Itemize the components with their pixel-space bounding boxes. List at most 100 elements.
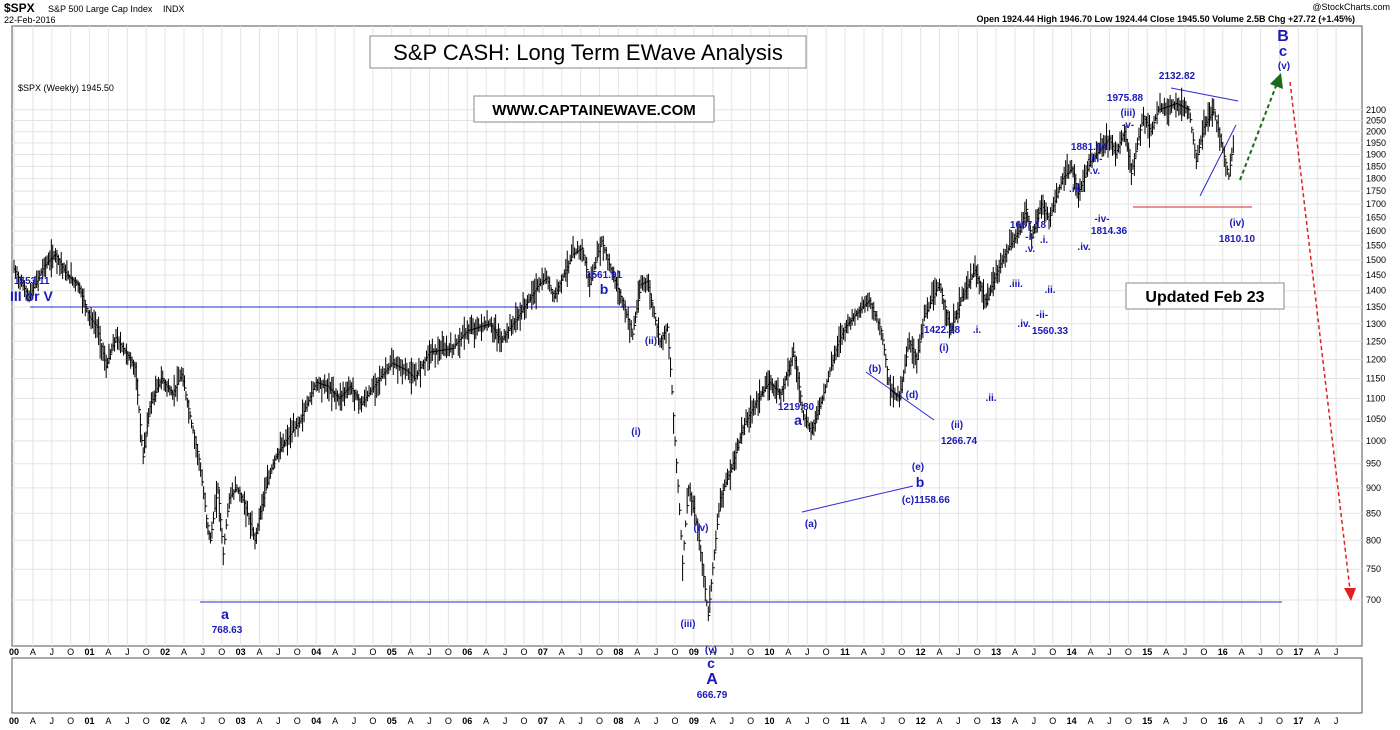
x-tick-label-lower: A: [181, 716, 187, 726]
volume-plot-frame: [11, 657, 1363, 714]
wave-labels: 1553.11 III or V 1561.91 b (ii) (i) a 76…: [10, 28, 1290, 701]
wave-label-2013-i-mid: .i.: [1040, 235, 1049, 246]
x-tick-label: J: [125, 647, 130, 657]
x-tick-label: A: [1239, 647, 1245, 657]
x-tick-label: J: [881, 647, 886, 657]
x-tick-label: 06: [462, 647, 472, 657]
wave-label-2013-value: 1687.18: [1010, 220, 1047, 231]
y-tick-label: 850: [1366, 508, 1381, 518]
wave-label-tri-a: (a): [805, 519, 817, 530]
wave-label-2013-iv: .iv.: [1017, 319, 1030, 330]
wave-label-top-left-roman: III or V: [10, 288, 53, 304]
x-tick-label-lower: 15: [1142, 716, 1152, 726]
x-tick-label-lower: J: [503, 716, 508, 726]
x-tick-label: 05: [387, 647, 397, 657]
y-tick-label: 1900: [1366, 149, 1386, 159]
x-tick-label-lower: A: [710, 716, 716, 726]
x-tick-label: O: [294, 647, 301, 657]
wave-label-2009-v: (v): [705, 645, 717, 656]
x-tick-label: J: [352, 647, 357, 657]
wave-label-2012-low-value: 1266.74: [941, 436, 978, 447]
wave-label-2014-value: 1881.94: [1071, 142, 1108, 153]
wave-label-2013-low-value: 1560.33: [1032, 326, 1069, 337]
x-tick-label-lower: 10: [764, 716, 774, 726]
x-tick-label-lower: O: [747, 716, 754, 726]
y-tick-label: 1450: [1366, 270, 1386, 280]
projection-down-arrow: [1289, 81, 1351, 591]
url-banner: WWW.CAPTAINEWAVE.COM: [492, 102, 696, 119]
wave-label-2013-ii: .ii.: [1044, 285, 1055, 296]
x-tick-label-lower: 12: [916, 716, 926, 726]
wave-label-big-c: c: [1279, 43, 1287, 60]
y-tick-label: 700: [1366, 595, 1381, 605]
x-tick-label-lower: J: [427, 716, 432, 726]
x-tick-label: J: [578, 647, 583, 657]
y-tick-label: 1650: [1366, 212, 1386, 222]
x-tick-label: J: [729, 647, 734, 657]
x-tick-label: O: [143, 647, 150, 657]
x-tick-label: 00: [9, 647, 19, 657]
y-tick-label: 1350: [1366, 302, 1386, 312]
x-tick-label-lower: A: [559, 716, 565, 726]
y-tick-label: 2100: [1366, 105, 1386, 115]
x-tick-label-lower: 04: [311, 716, 321, 726]
updated-banner: Updated Feb 23: [1145, 289, 1264, 306]
projection-down-arrowhead: [1344, 588, 1356, 601]
wave-label-2012-ii: (ii): [951, 420, 963, 431]
x-tick-label: A: [181, 647, 187, 657]
x-tick-label: J: [805, 647, 810, 657]
x-tick-label-lower: O: [1276, 716, 1283, 726]
wave-label-2016-value: 1810.10: [1219, 234, 1256, 245]
x-tick-label-lower: O: [520, 716, 527, 726]
wave-label-2015-value: 2132.82: [1159, 71, 1196, 82]
x-tick-label-lower: O: [218, 716, 225, 726]
x-tick-label-lower: A: [1012, 716, 1018, 726]
y-tick-label: 1550: [1366, 240, 1386, 250]
wedge-lower-line: [1199, 124, 1237, 197]
x-tick-label-lower: O: [67, 716, 74, 726]
y-tick-label: 1050: [1366, 414, 1386, 424]
legend-label: $SPX (Weekly) 1945.50: [18, 83, 114, 93]
x-tick-label-lower: O: [974, 716, 981, 726]
title-banner-box: [369, 35, 807, 69]
y-tick-label: 1250: [1366, 336, 1386, 346]
x-tick-label-lower: J: [1183, 716, 1188, 726]
x-tick-label-lower: J: [1334, 716, 1339, 726]
wave-label-2014-v-dash: -v-: [1122, 120, 1134, 131]
x-tick-label: O: [974, 647, 981, 657]
wave-label-tri-c: (c): [902, 495, 914, 506]
x-tick-label: A: [1088, 647, 1094, 657]
x-tick-label-lower: J: [50, 716, 55, 726]
wave-label-top-left-value: 1553.11: [14, 276, 50, 287]
x-tick-label: 04: [311, 647, 321, 657]
x-tick-label: A: [634, 647, 640, 657]
y-tick-label: 1750: [1366, 186, 1386, 196]
x-tick-label-lower: J: [1107, 716, 1112, 726]
x-tick-label: A: [105, 647, 111, 657]
triangle-lower-line: [801, 485, 914, 513]
x-tick-label-lower: 01: [85, 716, 95, 726]
x-tick-label: A: [861, 647, 867, 657]
x-tick-label: 11: [840, 647, 850, 657]
wave-label-tri-e: (e): [912, 462, 924, 473]
wave-label-2009-A: A: [706, 671, 718, 688]
trendlines: [30, 73, 1356, 603]
x-tick-label-lower: O: [1200, 716, 1207, 726]
wave-label-2008-ii: (ii): [645, 336, 657, 347]
y-tick-label: 1200: [1366, 355, 1386, 365]
x-tick-label: 08: [613, 647, 623, 657]
y-tick-label: 1850: [1366, 161, 1386, 171]
x-tick-label: A: [332, 647, 338, 657]
x-tick-label: O: [67, 647, 74, 657]
wave-label-target-v: (v): [1278, 61, 1290, 72]
wave-label-2008-i: (i): [631, 427, 640, 438]
wave-label-2002-a: a: [221, 606, 229, 622]
x-tick-label: J: [956, 647, 961, 657]
x-tick-label: 14: [1067, 647, 1077, 657]
x-tick-label-lower: O: [1125, 716, 1132, 726]
wave-label-2013-ii-dash: -ii-: [1036, 310, 1048, 321]
wave-label-2013-iii: .iii.: [1009, 279, 1023, 290]
wave-label-2012-value: 1422.38: [924, 325, 961, 336]
x-tick-label: O: [369, 647, 376, 657]
